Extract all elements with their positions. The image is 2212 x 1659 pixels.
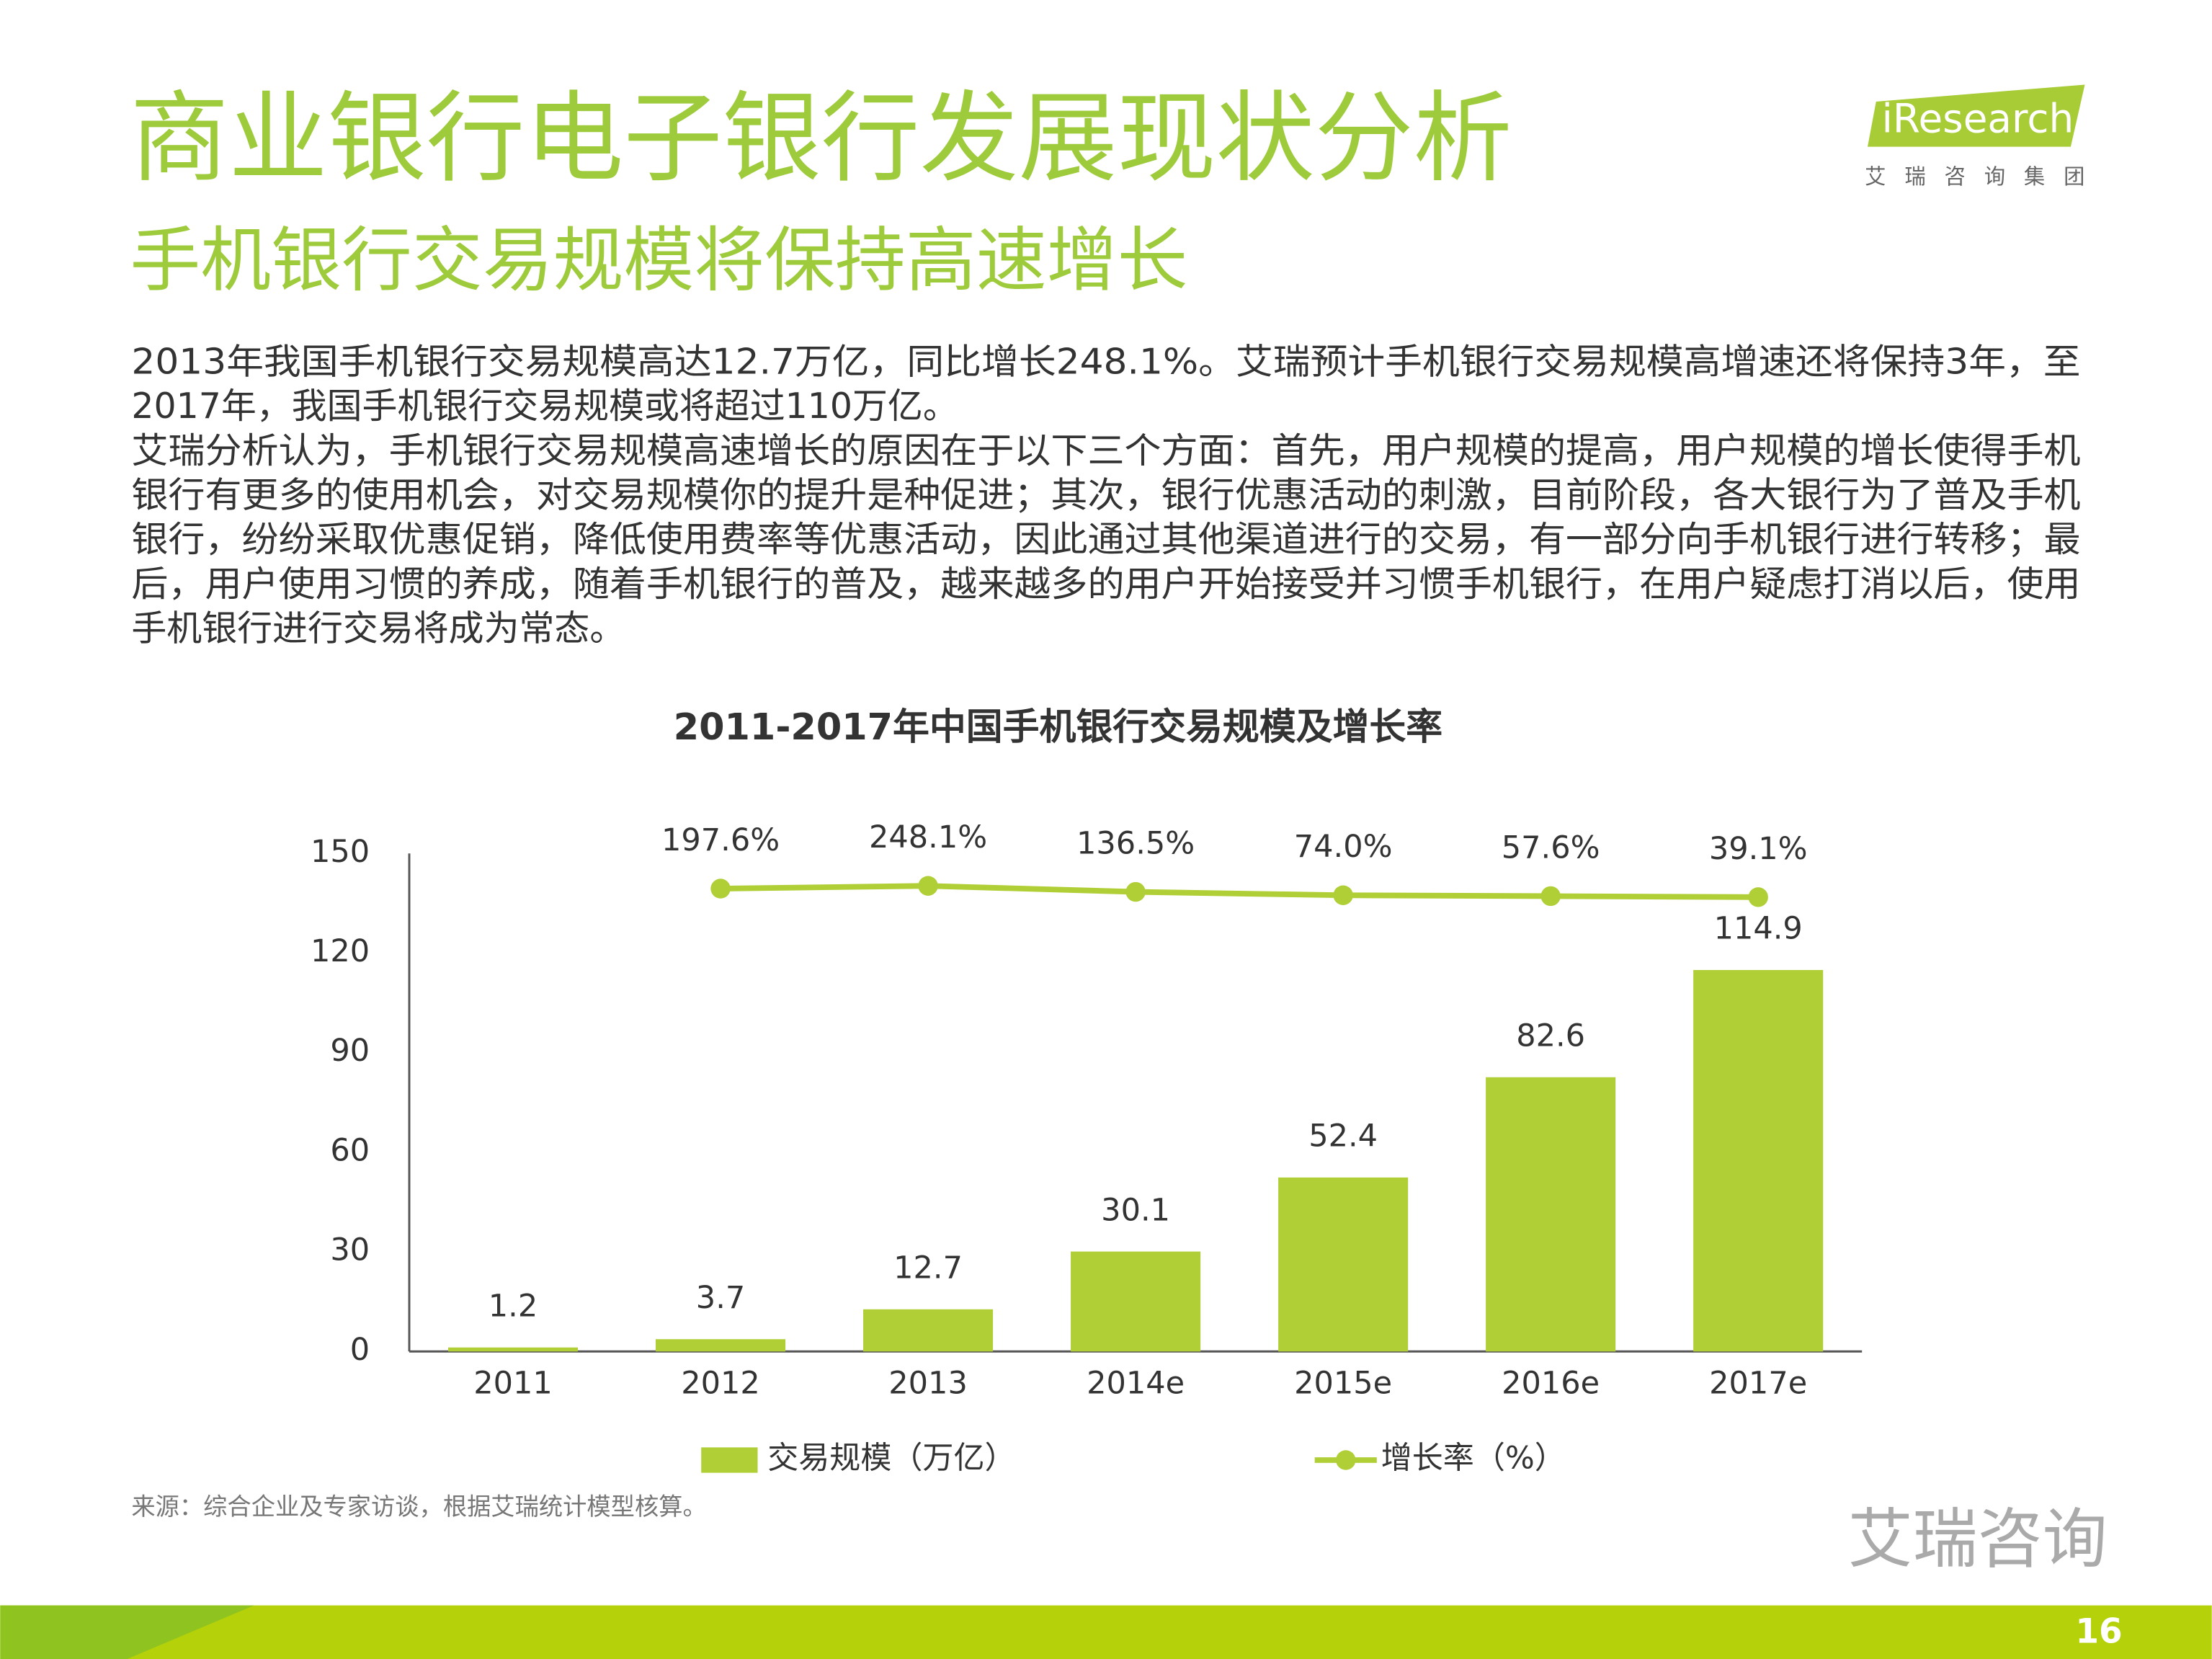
footer-accent — [0, 1605, 254, 1659]
body-line: 2013年我国手机银行交易规模高达12.7万亿，同比增长248.1%。艾瑞预计手… — [131, 342, 2080, 383]
legend-label: 增长率（%） — [1381, 1440, 1566, 1476]
legend-marker — [1336, 1450, 1356, 1470]
source: 来源：综合企业及专家访谈，根据艾瑞统计模型核算。 — [131, 1493, 706, 1521]
x-tick-label: 2011 — [473, 1366, 553, 1402]
line-label: 136.5% — [1076, 825, 1195, 861]
line-marker — [1125, 881, 1146, 902]
body-line: 银行，纷纷采取优惠促销，降低使用费率等优惠活动，因此通过其他渠道进行的交易，有一… — [131, 519, 2080, 560]
line-label: 197.6% — [661, 822, 780, 858]
x-tick-label: 2016e — [1502, 1366, 1600, 1402]
bar — [1486, 1077, 1616, 1352]
bar-label: 3.7 — [696, 1280, 745, 1316]
y-tick-label: 90 — [330, 1033, 370, 1069]
page-number: 16 — [2075, 1611, 2122, 1651]
logo: iResearch — [1882, 95, 2074, 141]
bar-label: 114.9 — [1714, 911, 1803, 947]
bar-label: 82.6 — [1516, 1018, 1585, 1054]
line-marker — [1540, 886, 1561, 907]
body-text: 2013年我国手机银行交易规模高达12.7万亿，同比增长248.1%。艾瑞预计手… — [131, 342, 2080, 649]
line — [720, 883, 1759, 900]
line-marker — [1333, 885, 1353, 905]
body-line: 艾瑞分析认为，手机银行交易规模高速增长的原因在于以下三个方面：首先，用户规模的提… — [131, 430, 2080, 471]
legend-swatch — [701, 1447, 758, 1473]
line-label: 57.6% — [1502, 830, 1600, 866]
body-line: 手机银行进行交易将成为常态。 — [131, 608, 625, 649]
legend-label: 交易规模（万亿） — [767, 1440, 1015, 1476]
line-marker — [710, 879, 731, 899]
y-tick-label: 60 — [330, 1132, 370, 1168]
chart-title: 2011-2017年中国手机银行交易规模及增长率 — [674, 706, 1442, 749]
bar — [1693, 969, 1824, 1352]
line-marker — [1748, 887, 1768, 907]
body-line: 银行有更多的使用机会，对交易规模你的提升是种促进；其次，银行优惠活动的刺激，目前… — [131, 475, 2080, 516]
title: 商业银行电子银行发展现状分析 — [130, 81, 1512, 196]
x-tick-label: 2014e — [1087, 1366, 1185, 1402]
bar-label: 52.4 — [1308, 1118, 1378, 1155]
chart: 0 30 60 90 120 150 2011 2012 2013 2014e 2015e 2016e… — [311, 819, 1863, 1476]
bar — [1278, 1177, 1409, 1352]
bar-label: 1.2 — [489, 1288, 538, 1324]
bar-label: 12.7 — [893, 1250, 963, 1286]
logo-shape — [1868, 84, 2085, 147]
line-label: 74.0% — [1294, 829, 1393, 865]
y-tick-label: 150 — [311, 834, 370, 870]
line-label: 39.1% — [1709, 831, 1808, 867]
footer-band — [0, 1605, 2212, 1659]
subtitle: 手机银行交易规模将保持高速增长 — [130, 220, 1187, 302]
bar — [1071, 1251, 1201, 1352]
x-tick-label: 2012 — [681, 1366, 760, 1402]
bar-label: 30.1 — [1101, 1192, 1170, 1228]
line-label: 248.1% — [869, 819, 987, 855]
x-tick-label: 2013 — [888, 1366, 968, 1402]
bar — [863, 1309, 994, 1352]
x-tick-label: 2017e — [1709, 1366, 1807, 1402]
body-line: 2017年，我国手机银行交易规模或将超过110万亿。 — [131, 386, 958, 427]
x-tick-label: 2015e — [1294, 1366, 1392, 1402]
body-line: 后，用户使用习惯的养成，随着手机银行的普及，越来越多的用户开始接受并习惯手机银行… — [131, 564, 2080, 605]
line-marker — [918, 876, 938, 896]
bar — [656, 1339, 786, 1352]
watermark: 艾瑞咨询 — [1848, 1501, 2108, 1577]
y-tick-label: 120 — [311, 933, 370, 969]
y-tick-label: 30 — [330, 1232, 370, 1268]
y-tick-label: 0 — [350, 1332, 370, 1368]
bar — [447, 1347, 579, 1352]
